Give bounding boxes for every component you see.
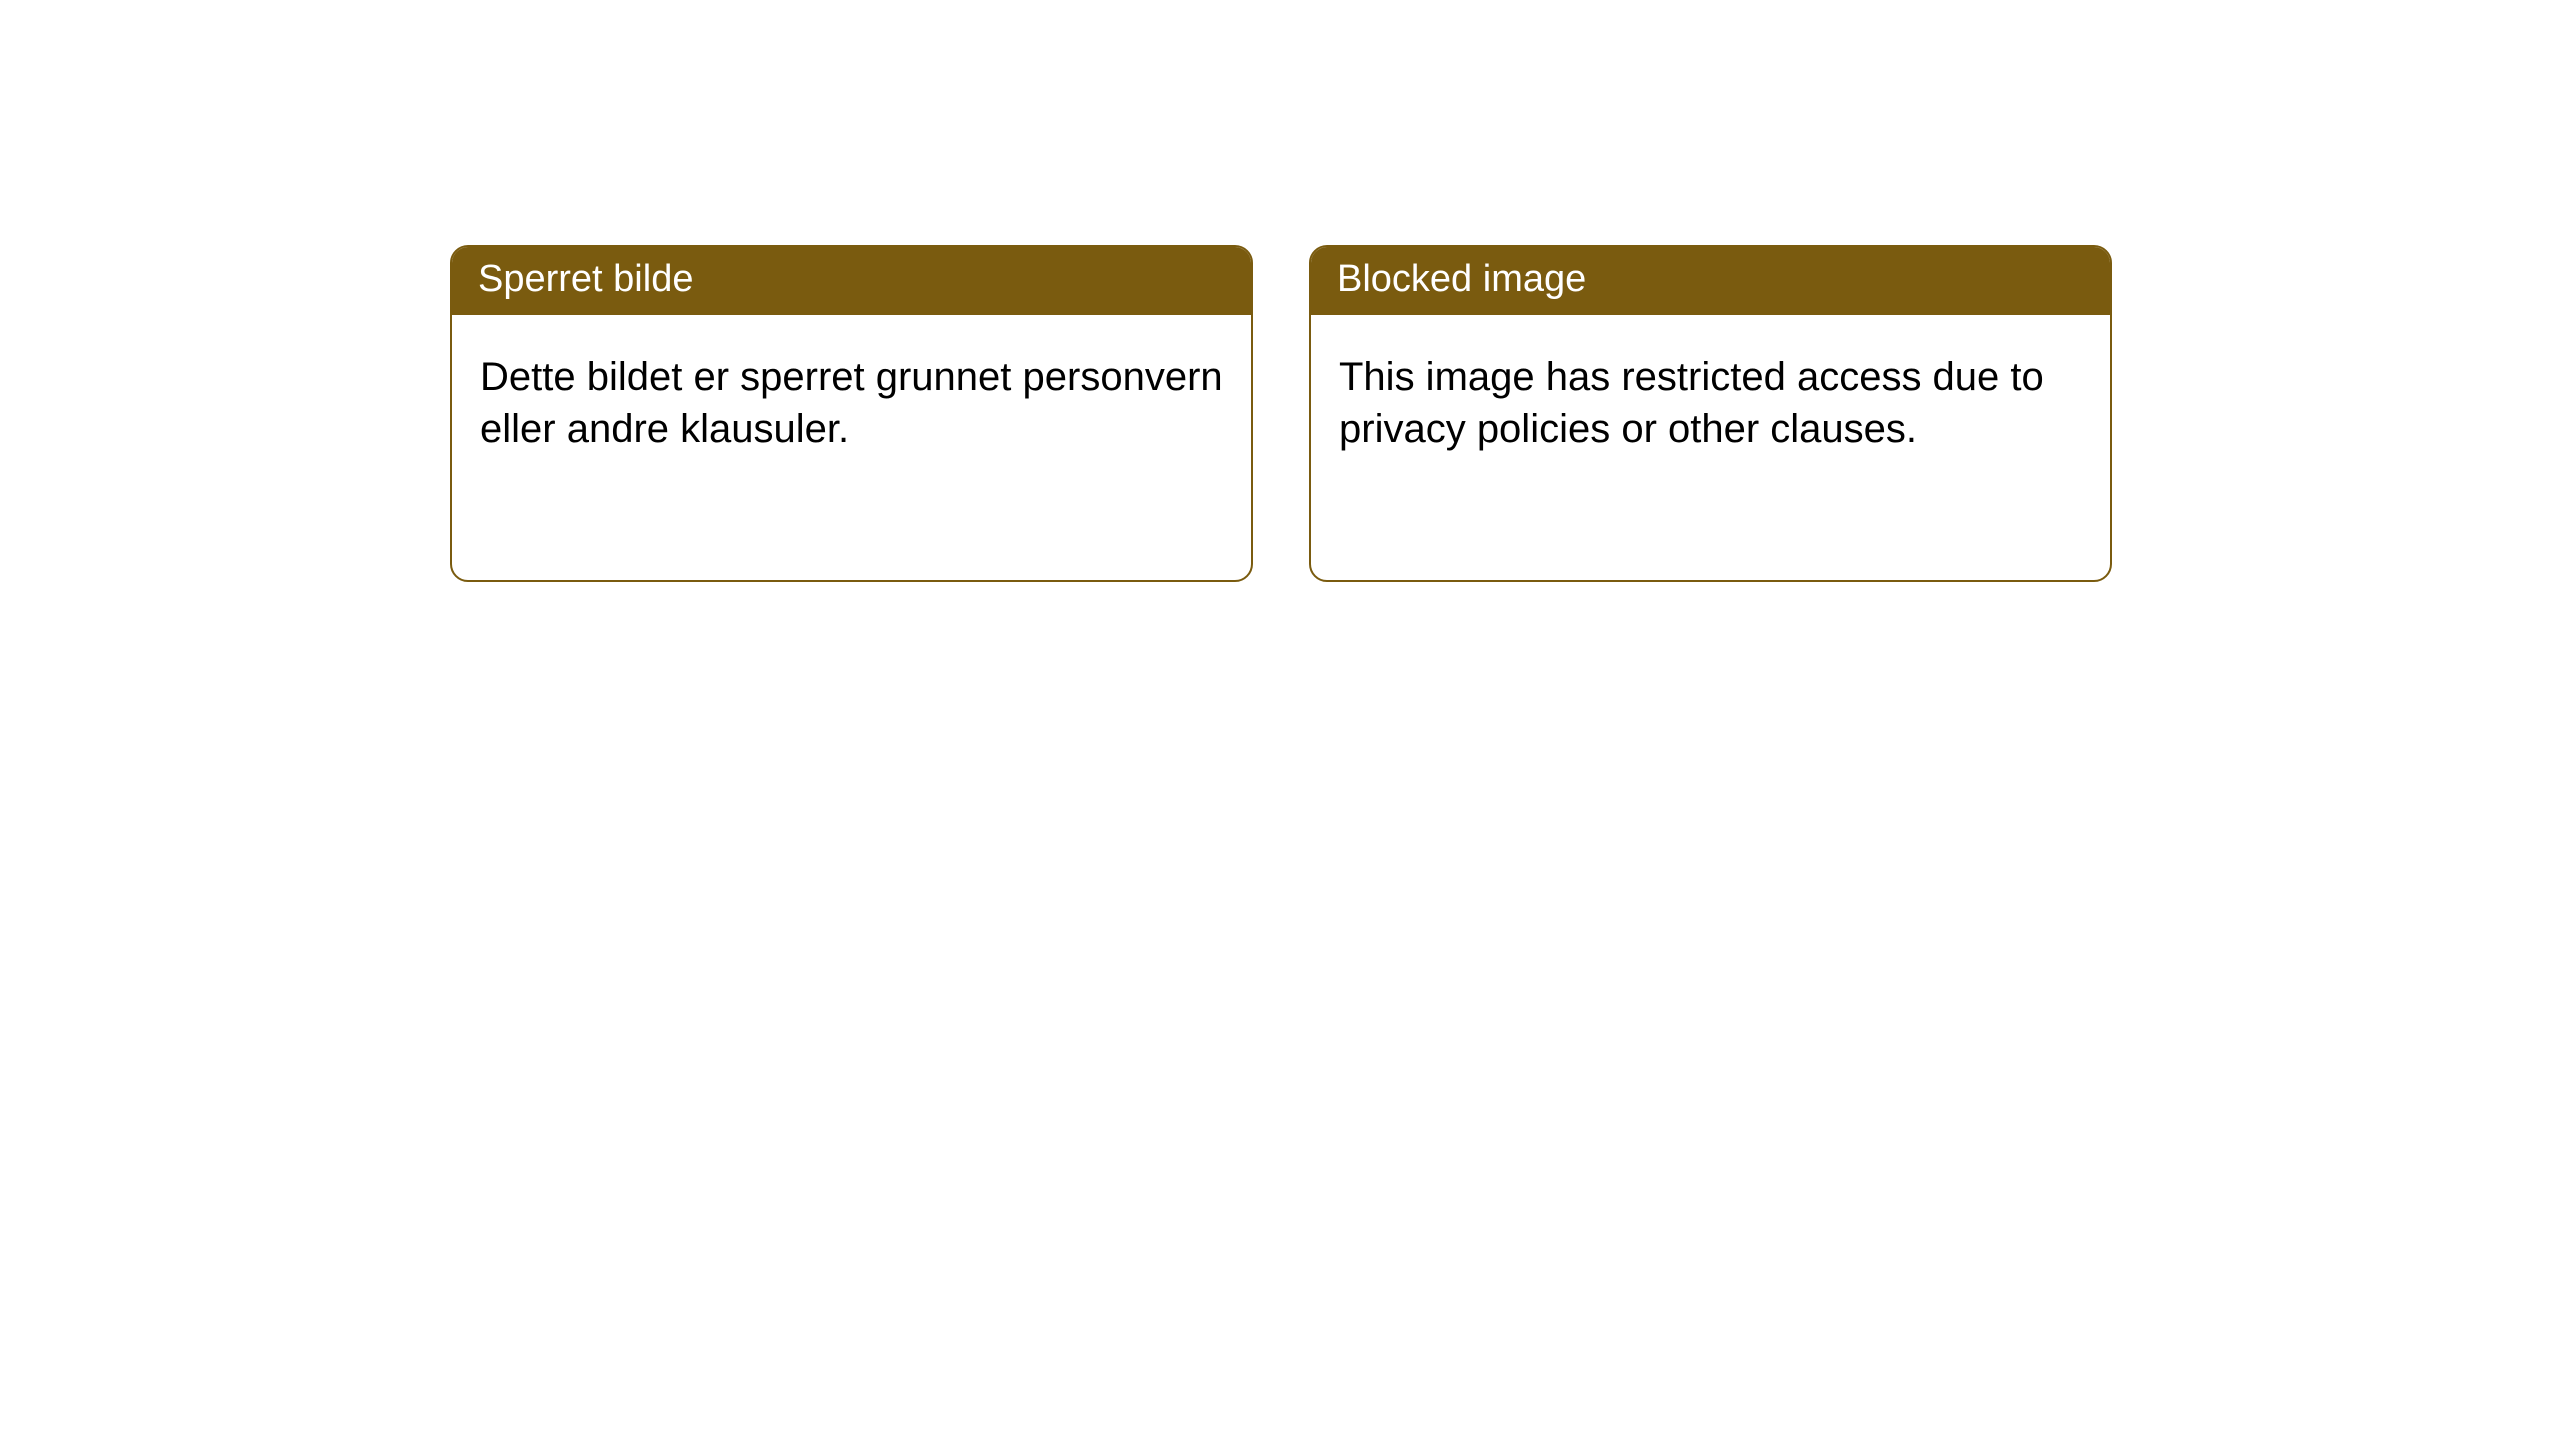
- notice-header-norwegian: Sperret bilde: [452, 247, 1251, 315]
- notice-body-norwegian: Dette bildet er sperret grunnet personve…: [452, 315, 1251, 483]
- notice-header-english: Blocked image: [1311, 247, 2110, 315]
- notice-card-english: Blocked image This image has restricted …: [1309, 245, 2112, 582]
- notice-body-english: This image has restricted access due to …: [1311, 315, 2110, 483]
- notice-container: Sperret bilde Dette bildet er sperret gr…: [0, 0, 2560, 582]
- notice-card-norwegian: Sperret bilde Dette bildet er sperret gr…: [450, 245, 1253, 582]
